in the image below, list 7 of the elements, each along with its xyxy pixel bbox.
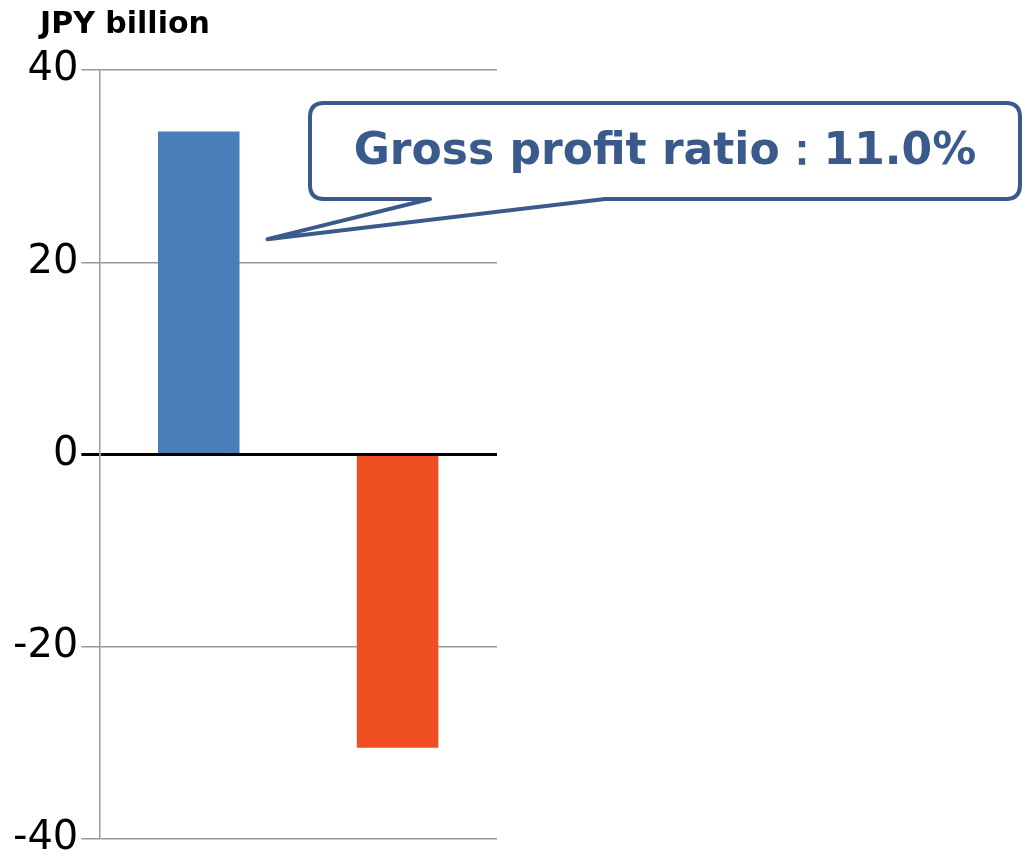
y-tick-label: -40 (12, 812, 79, 859)
y-tick-label: 20 (27, 235, 79, 282)
y-tick-label: -20 (12, 620, 79, 667)
y-tick-label: 40 (27, 43, 79, 90)
y-axis-title: JPY billion (38, 4, 210, 40)
y-tick-label: 0 (52, 427, 79, 474)
annotation: Gross profit ratio：11.0% (353, 123, 977, 175)
